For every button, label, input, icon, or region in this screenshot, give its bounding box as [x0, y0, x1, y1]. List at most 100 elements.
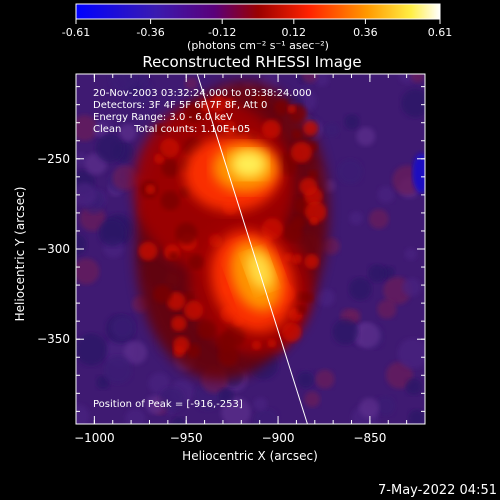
source-speckle [173, 336, 190, 353]
source-speckle [154, 153, 165, 164]
source-speckle [216, 333, 234, 351]
colorbar-tick-label: -0.36 [136, 26, 164, 39]
source-speckle [267, 338, 277, 348]
noise-blob [76, 114, 98, 142]
noise-blob [408, 409, 425, 424]
source-speckle [197, 320, 216, 340]
source-speckle [138, 241, 158, 261]
source-speckle [274, 100, 289, 115]
source-speckle [188, 254, 205, 270]
source-speckle [304, 254, 320, 269]
source-speckle [296, 304, 306, 314]
noise-blob [125, 408, 146, 424]
source-speckle [179, 186, 191, 198]
x-axis-label: Heliocentric X (arcsec) [182, 449, 318, 463]
noise-blob [253, 408, 279, 424]
source-speckle [261, 119, 281, 139]
noise-blob [354, 322, 381, 349]
source-speckle [307, 170, 318, 180]
colorbar-tick-label: -0.61 [62, 26, 90, 39]
source-speckle [287, 104, 296, 114]
colorbar-tick-label: 0.12 [282, 26, 307, 39]
noise-blob [332, 318, 359, 345]
source-speckle [166, 291, 186, 311]
noise-blob [301, 74, 318, 84]
source-speckle [223, 98, 235, 109]
source-speckle [275, 153, 298, 175]
noise-blob [337, 159, 363, 185]
noise-blob [123, 340, 148, 365]
source-speckle [290, 141, 312, 163]
noise-blob [148, 372, 170, 395]
noise-blob [76, 258, 100, 285]
noise-blob [359, 397, 380, 418]
noise-blob [159, 387, 185, 412]
noise-blob [304, 391, 321, 408]
source-layer [246, 251, 273, 290]
colorbar-ticks: -0.61 -0.36 -0.12 0.12 0.36 0.61 [62, 19, 452, 39]
source-speckle [200, 99, 213, 112]
source-speckle [305, 201, 327, 223]
annotation-peak-position: Position of Peak = [-916,-253] [93, 399, 243, 410]
noise-blob [377, 186, 395, 204]
source-speckle [215, 113, 225, 124]
noise-blob [375, 395, 396, 416]
y-axis: −250 −300 −350 [37, 86, 425, 412]
source-speckle [161, 159, 180, 177]
colorbar-tick-label: -0.12 [208, 26, 236, 39]
annotation-energy: Energy Range: 3.0 - 6.0 keV [93, 112, 233, 123]
noise-blob [103, 355, 132, 384]
source-layer [230, 150, 267, 179]
annotation-block: 20-Nov-2003 03:32:24.000 to 03:38:24.000… [93, 88, 312, 410]
colorbar-gradient [75, 3, 441, 20]
x-tick-label: −900 [262, 431, 295, 445]
noise-blob [317, 289, 335, 307]
source-speckle [160, 191, 180, 211]
source-speckle [210, 95, 227, 113]
source-speckle [291, 215, 305, 229]
timestamp: 7-May-2022 04:51 [378, 483, 497, 498]
noise-blob [356, 126, 376, 146]
source-speckle [184, 292, 194, 302]
noise-blob [397, 338, 425, 369]
source-speckle [309, 216, 319, 226]
source-speckle [252, 94, 268, 110]
source-speckle [303, 120, 319, 136]
noise-blob [119, 123, 137, 142]
noise-blob [401, 88, 425, 118]
noise-blob [348, 277, 372, 301]
noise-blob [410, 74, 425, 83]
noise-blob [404, 247, 418, 261]
source-speckle [284, 252, 293, 262]
noise-blob [297, 371, 314, 389]
noise-blob [76, 404, 90, 424]
annotation-clean: Clean Total counts: 1.10E+05 [93, 124, 250, 135]
colorbar-units: (photons cm⁻² s⁻¹ asec⁻²) [187, 39, 329, 52]
noise-blob [221, 397, 251, 424]
colorbar: -0.61 -0.36 -0.12 0.12 0.36 0.61 (photons cm⁻… [62, 3, 452, 52]
source-speckle [154, 124, 166, 135]
noise-blob [253, 397, 268, 411]
annotation-time-range: 20-Nov-2003 03:32:24.000 to 03:38:24.000 [93, 88, 312, 99]
solar-limb-line [196, 74, 308, 424]
source-speckle [160, 138, 180, 158]
noise-blob [349, 211, 363, 226]
source-speckle [183, 300, 204, 321]
x-axis: −1000 −950 −900 −850 [74, 74, 408, 445]
source-speckle [186, 343, 201, 358]
noise-blob [110, 315, 135, 340]
noise-blob [112, 165, 138, 191]
x-tick-label: −850 [353, 431, 386, 445]
chart-title: Reconstructed RHESSI Image [142, 53, 361, 71]
x-tick-label: −950 [170, 431, 203, 445]
x-tick-label: −1000 [74, 431, 115, 445]
noise-blob [218, 388, 234, 404]
source-speckle [185, 103, 205, 123]
source-speckle [251, 340, 262, 350]
noise-blob [323, 237, 340, 255]
source-speckle [299, 177, 318, 196]
noise-blob [315, 369, 335, 389]
source-speckle [222, 120, 237, 136]
noise-blob [405, 378, 423, 395]
noise-blob [184, 77, 198, 91]
